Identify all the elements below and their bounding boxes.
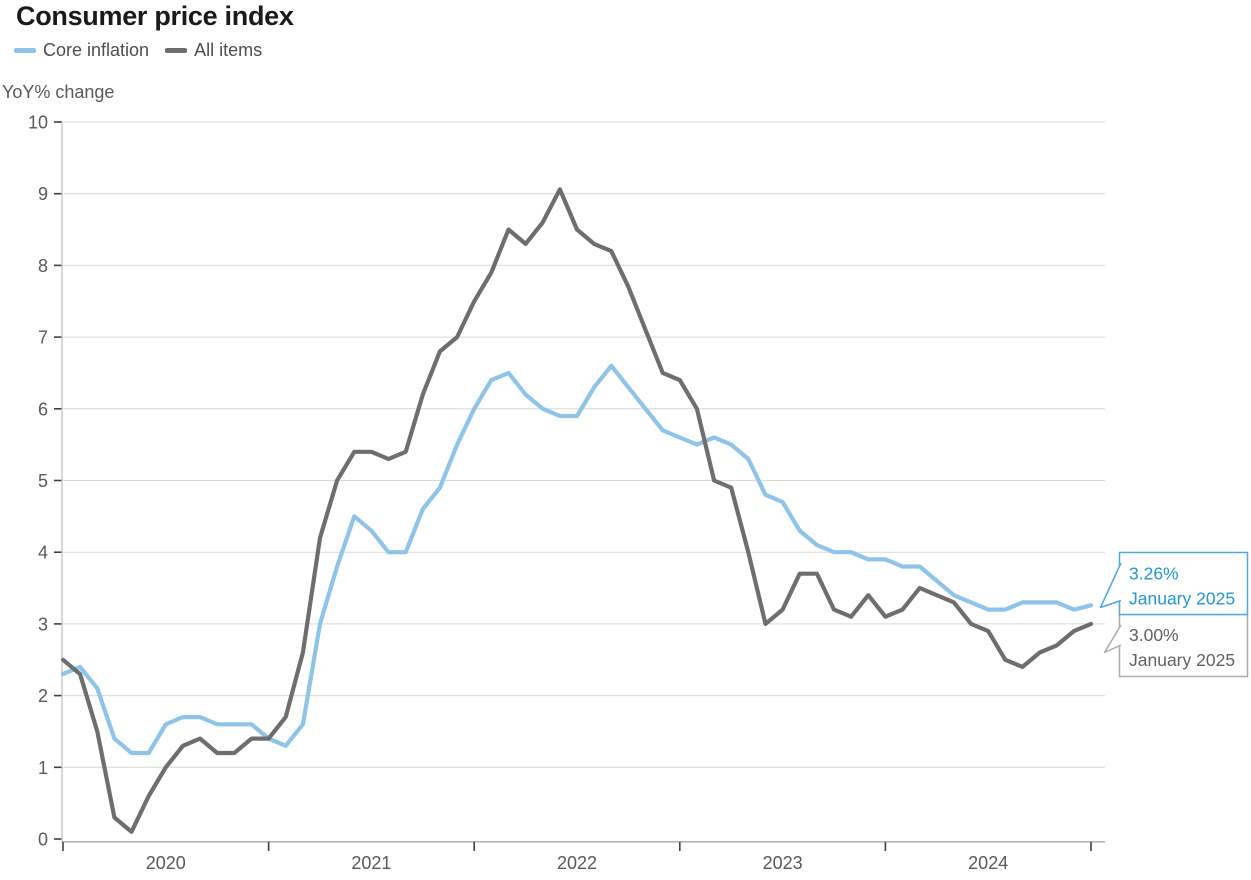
y-axis-tick-label: 10 bbox=[28, 113, 48, 133]
callout-core-date: January 2025 bbox=[1129, 589, 1235, 609]
x-axis-tick-label: 2021 bbox=[351, 853, 391, 873]
legend-swatch-all-items bbox=[165, 48, 188, 53]
y-axis-tick-label: 9 bbox=[38, 184, 48, 204]
legend-label-all-items: All items bbox=[194, 40, 263, 60]
chart-title: Consumer price index bbox=[16, 1, 294, 31]
y-axis-tick-label: 1 bbox=[38, 758, 48, 778]
callout-all-date: January 2025 bbox=[1129, 650, 1235, 670]
y-axis-tick-label: 8 bbox=[38, 256, 48, 276]
gridlines bbox=[62, 121, 1105, 768]
x-axis-tick-label: 2020 bbox=[146, 853, 186, 873]
y-axis-tick-label: 5 bbox=[38, 471, 48, 491]
y-axis-tick-label: 6 bbox=[38, 399, 48, 419]
y-axis-tick-label: 7 bbox=[38, 328, 48, 348]
legend-swatch-core-inflation bbox=[14, 48, 36, 53]
legend-label-core-inflation: Core inflation bbox=[43, 40, 150, 60]
axes: 0 1 2 3 4 5 6 7 8 9 10 2020 2021 2022 2023 2024 bbox=[28, 113, 1105, 873]
callout-core-value: 3.26% bbox=[1129, 564, 1179, 584]
x-axis-tick-label: 2022 bbox=[557, 853, 597, 873]
callout-core-pointer bbox=[1099, 562, 1122, 609]
series-line-core-inflation bbox=[60, 363, 1094, 756]
y-axis-tick-label: 2 bbox=[38, 686, 48, 706]
callout-all-pointer bbox=[1103, 624, 1122, 654]
x-axis-tick-label: 2023 bbox=[763, 853, 803, 873]
y-axis-tick-label: 0 bbox=[38, 830, 48, 850]
series-lines bbox=[60, 187, 1094, 834]
y-axis-tick-label: 4 bbox=[38, 543, 48, 563]
x-axis-tick-label: 2024 bbox=[968, 853, 1008, 873]
callout-all-value: 3.00% bbox=[1129, 625, 1179, 645]
y-axis-unit-label: YoY% change bbox=[2, 82, 115, 102]
y-axis-tick-label: 3 bbox=[38, 614, 48, 634]
legend: Core inflation All items bbox=[14, 40, 278, 61]
series-line-all-items bbox=[60, 187, 1094, 834]
